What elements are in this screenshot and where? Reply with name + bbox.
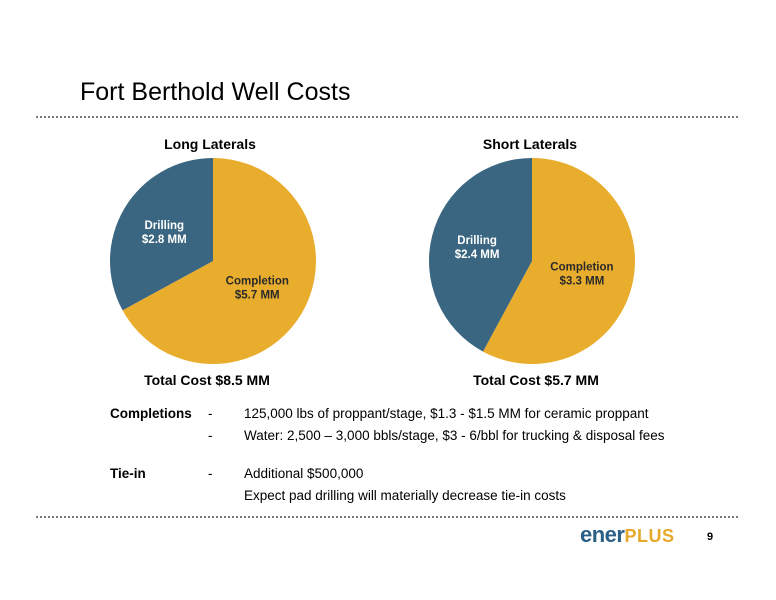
slide-title: Fort Berthold Well Costs bbox=[80, 78, 351, 106]
note-label: Tie-in bbox=[110, 466, 146, 481]
slice-label-drilling: Drilling bbox=[457, 235, 497, 247]
pie-slice-completion bbox=[122, 158, 316, 364]
note-dash: - bbox=[208, 428, 213, 443]
page-number: 9 bbox=[707, 531, 714, 543]
bottom-divider bbox=[36, 516, 738, 518]
pie-chart-long-laterals: Completion $5.7 MM Drilling $2.8 MM bbox=[110, 158, 316, 364]
slice-value-drilling: $2.8 MM bbox=[142, 234, 187, 246]
pie-slice-drilling bbox=[110, 158, 213, 311]
top-divider bbox=[36, 116, 738, 118]
slice-value-drilling: $2.4 MM bbox=[455, 249, 500, 261]
chart-total-long-laterals: Total Cost $8.5 MM bbox=[144, 372, 270, 388]
note-label: Completions bbox=[110, 406, 192, 421]
note-text: Water: 2,500 – 3,000 bbls/stage, $3 - 6/… bbox=[244, 428, 665, 443]
company-logo: enerPLUS bbox=[580, 522, 675, 548]
chart-title-short-laterals: Short Laterals bbox=[482, 136, 578, 152]
slice-label-completion: Completion bbox=[226, 275, 289, 287]
slice-value-completion: $3.3 MM bbox=[560, 276, 605, 288]
logo-plus: PLUS bbox=[624, 526, 675, 546]
chart-total-short-laterals: Total Cost $5.7 MM bbox=[473, 372, 599, 388]
note-text: Additional $500,000 bbox=[244, 466, 364, 481]
note-text: 125,000 lbs of proppant/stage, $1.3 - $1… bbox=[244, 406, 649, 421]
pie-chart-short-laterals: Completion $3.3 MM Drilling $2.4 MM bbox=[429, 158, 635, 364]
logo-main: ener bbox=[580, 522, 625, 547]
note-dash: - bbox=[208, 406, 213, 421]
slice-label-completion: Completion bbox=[550, 262, 613, 274]
slice-label-drilling: Drilling bbox=[144, 220, 184, 232]
note-text: Expect pad drilling will materially decr… bbox=[244, 488, 566, 503]
slice-value-completion: $5.7 MM bbox=[235, 289, 280, 301]
note-dash: - bbox=[208, 466, 213, 481]
pie-slice-drilling bbox=[429, 158, 532, 352]
pie-slice-completion bbox=[482, 158, 635, 364]
chart-title-long-laterals: Long Laterals bbox=[164, 136, 256, 152]
